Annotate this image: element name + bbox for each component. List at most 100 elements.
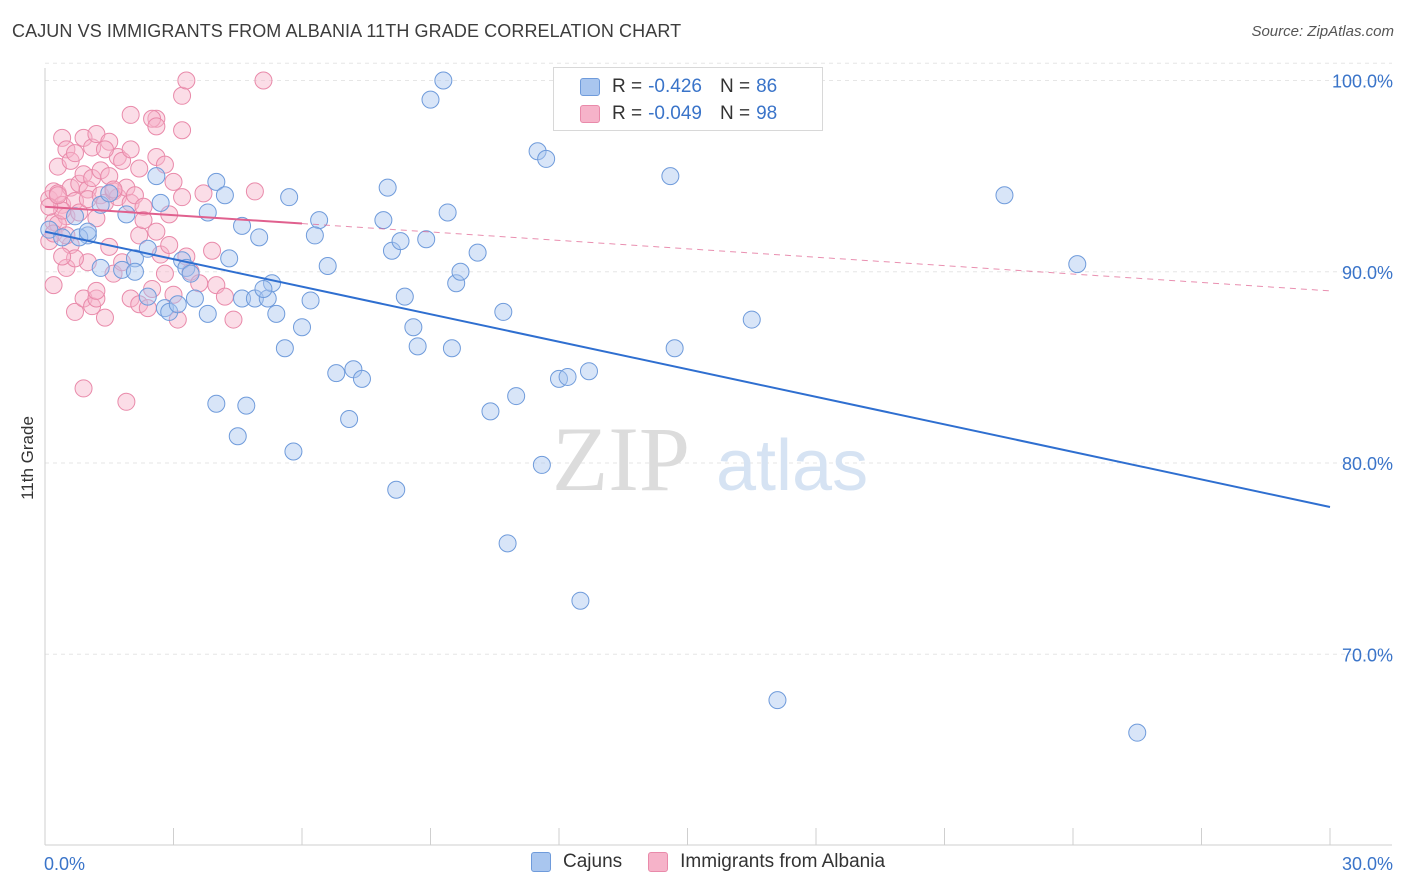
- albania-point: [173, 121, 192, 140]
- albania-point: [65, 302, 84, 321]
- watermark-atlas: atlas: [716, 426, 868, 506]
- albania-point: [53, 128, 72, 147]
- y-tick-label: 90.0%: [1342, 263, 1393, 283]
- cajun-point: [117, 205, 136, 224]
- cajun-point: [579, 362, 598, 381]
- cajun-point: [352, 369, 371, 388]
- legend-r-value: -0.049: [648, 103, 702, 124]
- cajun-point: [181, 264, 200, 283]
- chart-title: CAJUN VS IMMIGRANTS FROM ALBANIA 11TH GR…: [12, 21, 682, 41]
- albania-point: [87, 289, 106, 308]
- cajun-point: [327, 364, 346, 383]
- tick-labels: 70.0% 80.0% 90.0% 100.0% 0.0% 30.0%: [44, 72, 1393, 875]
- cajun-point: [571, 591, 590, 610]
- cajun-point: [434, 71, 453, 90]
- legend-r-value: -0.426: [648, 76, 702, 97]
- albania-point: [164, 285, 183, 304]
- legend-box: R = -0.426 N = 86 R = -0.049 N = 98: [553, 67, 823, 131]
- cajun-point: [995, 186, 1014, 205]
- cajun-point: [198, 304, 217, 323]
- albania-point: [164, 172, 183, 191]
- bottom-legend-swatch-blue: [531, 852, 551, 872]
- cajun-point: [1128, 723, 1147, 742]
- albania-point: [87, 281, 106, 300]
- albania-point: [65, 144, 84, 163]
- bottom-legend-albania: Immigrants from Albania: [648, 851, 885, 873]
- albania-point: [91, 161, 110, 180]
- albania-point: [203, 241, 222, 260]
- albania-point: [215, 287, 234, 306]
- albania-point: [177, 71, 196, 90]
- cajun-point: [532, 455, 551, 474]
- cajun-point: [1068, 255, 1087, 274]
- albania-point: [74, 379, 93, 398]
- cajun-point: [498, 534, 517, 553]
- cajun-point: [537, 149, 556, 168]
- albania-point: [134, 197, 153, 216]
- albania-point: [134, 211, 153, 230]
- cajun-point: [447, 274, 466, 293]
- cajun-point: [138, 287, 157, 306]
- cajun-point: [374, 211, 393, 230]
- cajun-point: [284, 442, 303, 461]
- cajun-point: [185, 289, 204, 308]
- cajun-point: [318, 257, 337, 276]
- legend-r-label: R =: [612, 103, 643, 124]
- cajun-point: [417, 230, 436, 249]
- legend-swatch-blue: [580, 78, 600, 96]
- legend-n-label: N =: [719, 76, 751, 97]
- cajuns-trend-line: [44, 230, 1331, 508]
- cajun-point: [215, 186, 234, 205]
- cajun-point: [661, 167, 680, 186]
- legend-swatch-pink: [580, 105, 600, 123]
- cajun-point: [451, 262, 470, 281]
- legend-r-label: R =: [612, 76, 643, 97]
- cajun-point: [250, 228, 269, 247]
- cajun-point: [207, 394, 226, 413]
- albania-point: [57, 140, 76, 159]
- cajun-point: [481, 402, 500, 421]
- cajun-point: [207, 172, 226, 191]
- cajun-point: [233, 216, 252, 235]
- cajun-point: [267, 304, 286, 323]
- legend-row-cajuns: R = -0.426 N = 86: [580, 74, 777, 100]
- cajun-point: [494, 302, 513, 321]
- albania-point: [121, 140, 140, 159]
- cajun-point: [293, 318, 311, 337]
- bottom-legend-cajuns: Cajuns: [531, 851, 622, 873]
- cajun-point: [78, 222, 97, 241]
- cajun-point: [310, 211, 329, 230]
- cajun-point: [228, 427, 247, 446]
- albania-point: [95, 140, 114, 159]
- grid-lines: [45, 62, 1392, 655]
- albania-point: [173, 188, 192, 207]
- cajun-point: [558, 367, 577, 386]
- cajun-point: [254, 279, 273, 298]
- cajun-point: [237, 396, 256, 415]
- y-tick-label: 100.0%: [1332, 72, 1393, 92]
- x-tick-label: 30.0%: [1342, 854, 1393, 874]
- albania-point: [173, 86, 192, 105]
- legend-row-albania: R = -0.049 N = 98: [580, 101, 777, 127]
- albania-point: [147, 117, 166, 136]
- albania-point: [117, 392, 136, 411]
- bottom-legend-label-albania: Immigrants from Albania: [680, 851, 886, 872]
- albania-trend-line-dashed: [301, 223, 1331, 292]
- y-tick-label: 80.0%: [1342, 454, 1393, 474]
- cajun-point: [742, 310, 761, 329]
- series-cajuns-points: [40, 71, 1147, 742]
- cajun-point: [442, 339, 461, 358]
- axes: [44, 68, 1392, 846]
- bottom-legend-swatch-pink: [648, 852, 669, 872]
- albania-point: [121, 105, 140, 124]
- cajun-point: [65, 207, 84, 226]
- y-axis-label: 11th Grade: [18, 416, 37, 500]
- cajun-point: [125, 262, 144, 281]
- x-tick-label: 0.0%: [44, 854, 85, 874]
- cajun-point: [391, 232, 410, 251]
- albania-point: [160, 235, 179, 254]
- cajun-point: [468, 243, 487, 262]
- watermark-zip: ZIP: [552, 408, 690, 510]
- cajun-point: [665, 339, 684, 358]
